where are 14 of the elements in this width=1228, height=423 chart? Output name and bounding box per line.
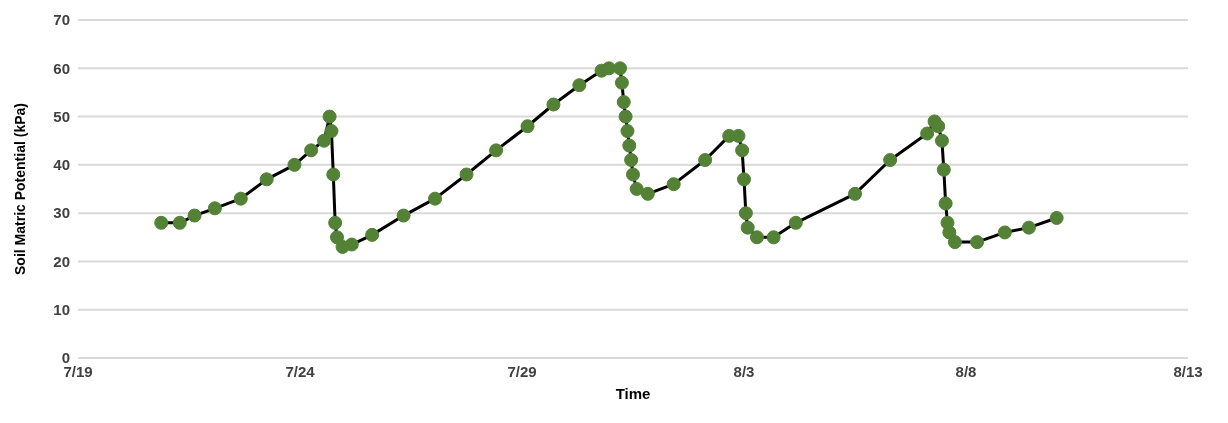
y-tick-label: 70 xyxy=(53,11,70,29)
x-tick-label: 8/3 xyxy=(733,362,755,380)
y-axis-title: Soil Matric Potential (kPa) xyxy=(11,103,28,275)
y-tick-label: 30 xyxy=(53,204,70,222)
x-axis-title: Time xyxy=(615,385,651,402)
y-tick-label: 60 xyxy=(53,59,70,77)
x-tick-label: 8/13 xyxy=(1173,362,1203,380)
y-tick-label: 40 xyxy=(53,156,70,174)
y-tick-label: 20 xyxy=(53,252,70,270)
x-tick-label: 7/29 xyxy=(507,362,537,380)
x-tick-label: 8/8 xyxy=(955,362,977,380)
y-tick-label: 10 xyxy=(53,301,70,319)
y-tick-label: 50 xyxy=(53,107,70,125)
x-tick-label: 7/24 xyxy=(285,362,316,380)
